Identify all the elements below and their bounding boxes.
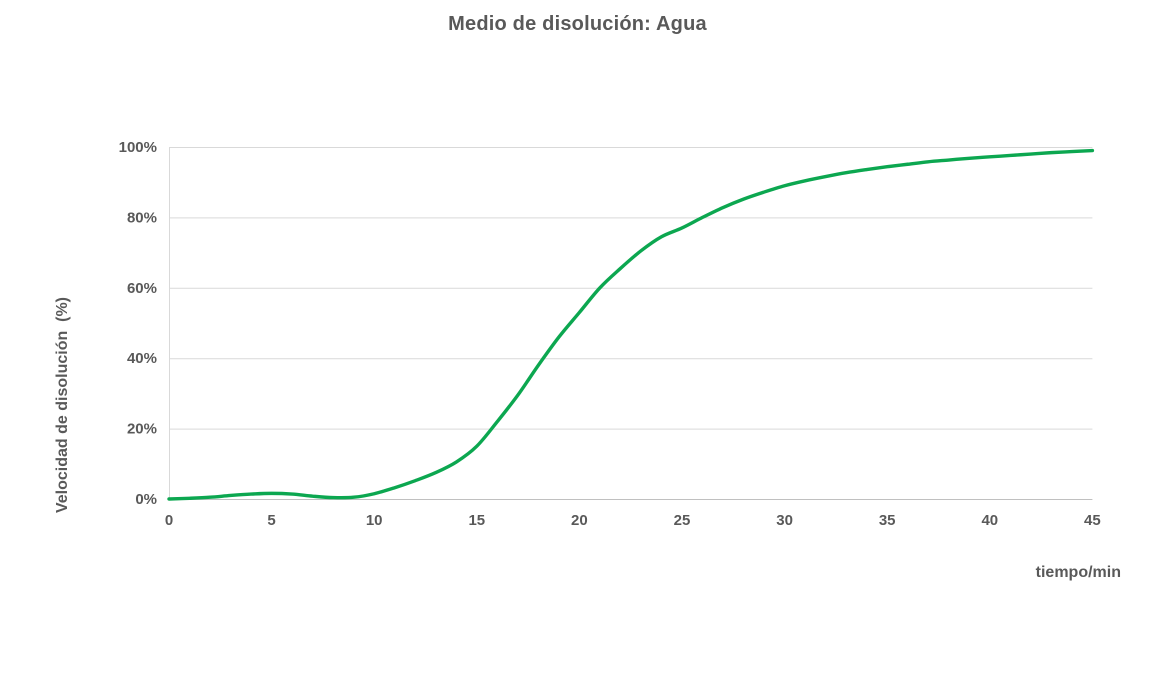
y-tick-label: 20%	[127, 421, 157, 438]
axis-lines	[169, 147, 1093, 500]
x-tick-label: 45	[1084, 512, 1101, 529]
x-tick-label: 20	[571, 512, 588, 529]
x-tick-label: 15	[468, 512, 485, 529]
x-tick-label: 35	[879, 512, 896, 529]
series-lines	[167, 148, 1095, 501]
x-tick-label: 0	[165, 512, 173, 529]
x-tick-label: 5	[267, 512, 275, 529]
y-tick-label: 100%	[119, 139, 157, 156]
y-tick-label: 0%	[135, 491, 157, 508]
gridlines	[169, 147, 1093, 430]
chart-title: Medio de disolución: Agua	[448, 13, 707, 35]
y-tick-label: 80%	[127, 209, 157, 226]
x-tick-label: 25	[674, 512, 691, 529]
x-tick-label: 10	[366, 512, 383, 529]
y-tick-label: 40%	[127, 350, 157, 367]
x-tick-label: 30	[776, 512, 793, 529]
x-tick-labels: 0 5 10 15 20 25 30 35 40 45	[165, 512, 1101, 529]
x-tick-label: 40	[981, 512, 998, 529]
y-tick-labels: 0% 20% 40% 60% 80% 100%	[119, 139, 157, 508]
y-tick-label: 60%	[127, 280, 157, 297]
x-axis-title: tiempo/min	[1035, 564, 1121, 581]
series-line-agua	[167, 148, 1095, 501]
